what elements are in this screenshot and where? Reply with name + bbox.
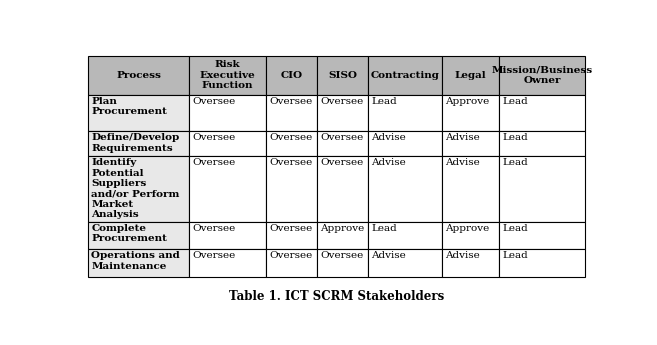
Text: Table 1. ICT SCRM Stakeholders: Table 1. ICT SCRM Stakeholders [229, 290, 444, 303]
Bar [499, 95, 585, 131]
Text: Oversee: Oversee [193, 224, 236, 233]
Text: Lead: Lead [502, 97, 528, 106]
Bar [442, 156, 499, 222]
Text: Lead: Lead [371, 97, 397, 106]
Bar [368, 249, 442, 276]
Text: Define/Develop
Requirements: Define/Develop Requirements [91, 133, 179, 152]
Bar [317, 56, 368, 95]
Bar [499, 249, 585, 276]
Bar [266, 131, 317, 156]
Text: Advise: Advise [445, 133, 480, 142]
Bar [317, 131, 368, 156]
Bar [442, 131, 499, 156]
Bar [88, 95, 189, 131]
Bar [266, 56, 317, 95]
Text: Advise: Advise [371, 252, 406, 260]
Bar [368, 95, 442, 131]
Bar [88, 131, 189, 156]
Text: Operations and
Maintenance: Operations and Maintenance [91, 252, 180, 271]
Bar [189, 156, 266, 222]
Text: Lead: Lead [371, 224, 397, 233]
Bar [266, 95, 317, 131]
Text: Approve: Approve [445, 97, 489, 106]
Text: Advise: Advise [371, 133, 406, 142]
Bar [266, 222, 317, 249]
Bar [317, 249, 368, 276]
Bar [368, 131, 442, 156]
Text: Identify
Potential
Suppliers
and/or Perform
Market
Analysis: Identify Potential Suppliers and/or Perf… [91, 158, 179, 219]
Bar [499, 131, 585, 156]
Bar [499, 56, 585, 95]
Text: Legal: Legal [455, 71, 486, 80]
Bar [368, 222, 442, 249]
Text: Oversee: Oversee [320, 158, 363, 167]
Text: Oversee: Oversee [193, 158, 236, 167]
Text: Oversee: Oversee [269, 133, 312, 142]
Text: Process: Process [116, 71, 161, 80]
Text: Contracting: Contracting [371, 71, 440, 80]
Text: Lead: Lead [502, 224, 528, 233]
Bar [442, 222, 499, 249]
Text: SISO: SISO [328, 71, 357, 80]
Bar [189, 222, 266, 249]
Text: Advise: Advise [445, 158, 480, 167]
Bar [317, 95, 368, 131]
Bar [317, 156, 368, 222]
Text: CIO: CIO [281, 71, 302, 80]
Text: Oversee: Oversee [193, 133, 236, 142]
Text: Oversee: Oversee [193, 252, 236, 260]
Text: Risk
Executive
Function: Risk Executive Function [200, 60, 256, 90]
Bar [189, 56, 266, 95]
Bar [189, 95, 266, 131]
Bar [499, 156, 585, 222]
Bar [88, 222, 189, 249]
Bar [317, 222, 368, 249]
Bar [442, 56, 499, 95]
Text: Oversee: Oversee [193, 97, 236, 106]
Text: Lead: Lead [502, 158, 528, 167]
Text: Oversee: Oversee [269, 224, 312, 233]
Bar [499, 222, 585, 249]
Text: Mission/Business
Owner: Mission/Business Owner [491, 66, 593, 85]
Text: Complete
Procurement: Complete Procurement [91, 224, 167, 244]
Text: Oversee: Oversee [320, 133, 363, 142]
Bar [442, 95, 499, 131]
Text: Oversee: Oversee [320, 97, 363, 106]
Bar [189, 131, 266, 156]
Text: Oversee: Oversee [269, 252, 312, 260]
Bar [368, 156, 442, 222]
Text: Oversee: Oversee [269, 158, 312, 167]
Bar [442, 249, 499, 276]
Bar [266, 249, 317, 276]
Text: Approve: Approve [445, 224, 489, 233]
Bar [88, 56, 189, 95]
Text: Lead: Lead [502, 252, 528, 260]
Text: Approve: Approve [320, 224, 364, 233]
Bar [88, 249, 189, 276]
Text: Lead: Lead [502, 133, 528, 142]
Text: Plan
Procurement: Plan Procurement [91, 97, 167, 116]
Bar [266, 156, 317, 222]
Text: Advise: Advise [445, 252, 480, 260]
Bar [368, 56, 442, 95]
Text: Advise: Advise [371, 158, 406, 167]
Text: Oversee: Oversee [320, 252, 363, 260]
Text: Oversee: Oversee [269, 97, 312, 106]
Bar [88, 156, 189, 222]
Bar [189, 249, 266, 276]
